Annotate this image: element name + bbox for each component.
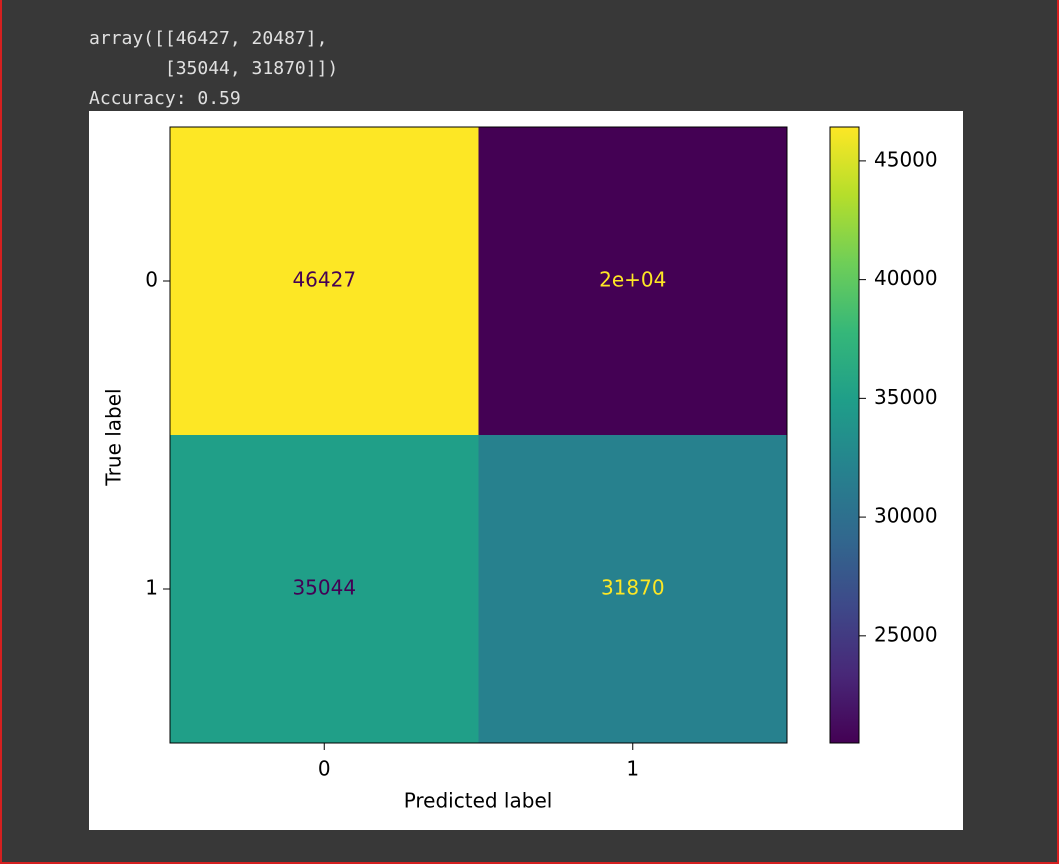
x-tick-label: 1 xyxy=(626,757,639,781)
axes-frame xyxy=(169,126,788,744)
heatmap-cell xyxy=(170,435,479,744)
heatmap-cell xyxy=(478,435,788,744)
output-line: Accuracy: 0.59 xyxy=(89,88,241,109)
y-axis-label: True label xyxy=(102,388,126,486)
colorbar-tick-label: 40000 xyxy=(874,266,938,290)
colorbar-tick-label: 30000 xyxy=(874,504,938,528)
heatmap-cell xyxy=(170,127,479,436)
output-line: [35044, 31870]]) xyxy=(89,58,339,79)
colorbar-tick-label: 35000 xyxy=(874,385,938,409)
cell-value-label: 2e+04 xyxy=(599,268,666,292)
y-tick-label: 0 xyxy=(145,268,158,292)
colorbar xyxy=(829,126,860,744)
cell-value-label: 31870 xyxy=(601,576,665,600)
x-tick-label: 0 xyxy=(318,757,331,781)
cell-output: array([[46427, 20487], [35044, 31870]]) A… xyxy=(89,24,338,114)
heatmap-cell xyxy=(478,127,788,436)
cell-value-label: 46427 xyxy=(292,268,356,292)
colorbar-tick-label: 25000 xyxy=(874,622,938,646)
cell-value-label: 35044 xyxy=(292,576,356,600)
y-tick-label: 1 xyxy=(145,576,158,600)
colorbar-tick-label: 45000 xyxy=(874,147,938,171)
x-axis-label: Predicted label xyxy=(404,789,553,813)
figure: Predicted label True label 46427 2e+04 350… xyxy=(89,111,963,830)
output-line: array([[46427, 20487], xyxy=(89,28,328,49)
